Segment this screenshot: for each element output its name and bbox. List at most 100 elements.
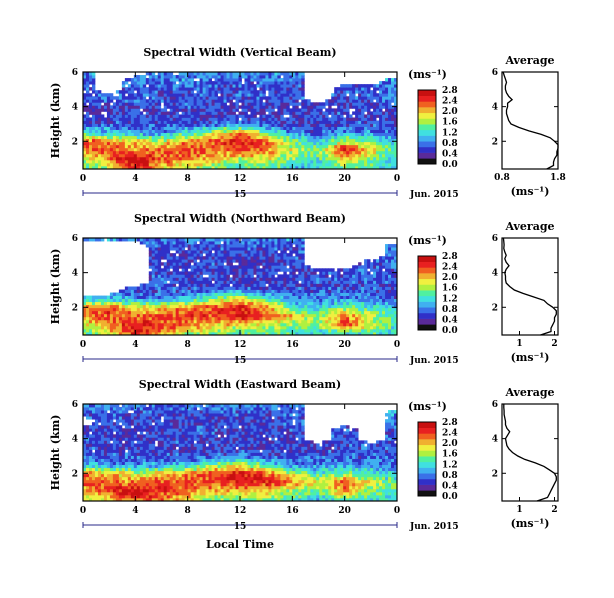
- heatmap-cell: [241, 153, 245, 158]
- heatmap-cell: [265, 156, 269, 161]
- heatmap-cell: [130, 144, 135, 149]
- heatmap-cell: [232, 141, 236, 146]
- heatmap-cell: [274, 162, 278, 167]
- heatmap-cell: [130, 138, 135, 143]
- heatmap-cell: [220, 274, 224, 278]
- heatmap-cell: [232, 322, 236, 327]
- heatmap-cell: [391, 159, 395, 164]
- heatmap-cell: [178, 292, 183, 296]
- heatmap-cell: [388, 150, 392, 155]
- heatmap-cell: [211, 126, 215, 130]
- heatmap-cell: [295, 135, 299, 140]
- heatmap-cell: [313, 141, 317, 146]
- heatmap-cell: [298, 144, 302, 149]
- heatmap-cell: [379, 126, 383, 130]
- heatmap-cell: [238, 244, 242, 248]
- heatmap-cell: [232, 256, 236, 260]
- heatmap-cell: [388, 129, 392, 134]
- heatmap-cell: [346, 165, 350, 170]
- heatmap-cell: [154, 256, 159, 260]
- heatmap-cell: [217, 280, 221, 284]
- heatmap-cell: [181, 328, 186, 333]
- heatmap-cell: [208, 313, 212, 318]
- x-tick-label: 20: [338, 174, 351, 184]
- heatmap-cell: [163, 295, 168, 300]
- heatmap-cell: [142, 129, 147, 134]
- heatmap-cell: [130, 156, 135, 161]
- heatmap-cell: [223, 319, 227, 324]
- heatmap-cell: [136, 135, 141, 140]
- heatmap-cell: [154, 289, 159, 293]
- heatmap-cell: [310, 111, 314, 115]
- heatmap-cell: [292, 84, 296, 88]
- heatmap-cell: [133, 105, 138, 109]
- heatmap-cell: [277, 132, 281, 137]
- heatmap-cell: [145, 310, 150, 315]
- heatmap-cell: [271, 331, 275, 336]
- heatmap-cell: [295, 132, 299, 137]
- heatmap-cell: [328, 132, 332, 137]
- heatmap-cell: [85, 135, 90, 140]
- heatmap-cell: [169, 322, 174, 327]
- heatmap-cell: [127, 322, 132, 327]
- heatmap-cell: [199, 153, 204, 158]
- heatmap-cell: [193, 304, 198, 309]
- heatmap-cell: [256, 283, 260, 287]
- heatmap-cell: [85, 78, 90, 82]
- heatmap-cell: [106, 129, 111, 134]
- heatmap-cell: [154, 268, 159, 272]
- heatmap-cell: [307, 162, 311, 167]
- heatmap-cell: [277, 81, 281, 85]
- heatmap-cell: [247, 301, 251, 306]
- heatmap-cell: [190, 159, 195, 164]
- heatmap-cell: [112, 120, 117, 124]
- heatmap-cell: [238, 325, 242, 330]
- heatmap-cell: [184, 153, 189, 158]
- heatmap-cell: [223, 274, 227, 278]
- heatmap-cell: [121, 141, 126, 146]
- heatmap-cell: [232, 165, 236, 170]
- heatmap-cell: [364, 159, 368, 164]
- heatmap-cell: [304, 132, 308, 137]
- heatmap-cell: [277, 301, 281, 306]
- heatmap-cell: [166, 262, 171, 266]
- heatmap-cell: [184, 313, 189, 318]
- heatmap-cell: [325, 138, 329, 143]
- heatmap-cell: [181, 298, 186, 303]
- heatmap-cell: [83, 301, 87, 306]
- heatmap-cell: [214, 135, 218, 140]
- heatmap-cell: [94, 99, 99, 103]
- heatmap-cell: [136, 328, 141, 333]
- heatmap-cell: [334, 102, 338, 106]
- heatmap-cell: [271, 265, 275, 269]
- heatmap-cell: [238, 120, 242, 124]
- heatmap-cell: [337, 90, 341, 94]
- heatmap-cell: [199, 319, 204, 324]
- heatmap-cell: [355, 87, 359, 91]
- heatmap-cell: [169, 78, 174, 82]
- heatmap-cell: [394, 129, 398, 134]
- colorbar-swatch: [418, 141, 436, 148]
- heatmap-cell: [115, 117, 120, 121]
- heatmap-cell: [376, 126, 380, 130]
- heatmap-cell: [238, 132, 242, 137]
- heatmap-cell: [202, 322, 207, 327]
- heatmap-cell: [127, 90, 132, 94]
- heatmap-cell: [223, 135, 227, 140]
- heatmap-cell: [166, 331, 171, 336]
- heatmap-cell: [361, 123, 365, 127]
- heatmap-cell: [91, 117, 96, 121]
- heatmap-cell: [256, 129, 260, 134]
- heatmap-cell: [142, 159, 147, 164]
- heatmap-cell: [163, 159, 168, 164]
- heatmap-cell: [214, 283, 218, 287]
- heatmap-cell: [247, 274, 251, 278]
- heatmap-cell: [139, 144, 144, 149]
- heatmap-cell: [214, 129, 218, 134]
- heatmap-cell: [274, 247, 278, 251]
- heatmap-cell: [205, 331, 209, 336]
- heatmap-cell: [202, 301, 207, 306]
- heatmap-cell: [217, 114, 221, 118]
- heatmap-cell: [127, 298, 132, 303]
- heatmap-cell: [295, 331, 299, 336]
